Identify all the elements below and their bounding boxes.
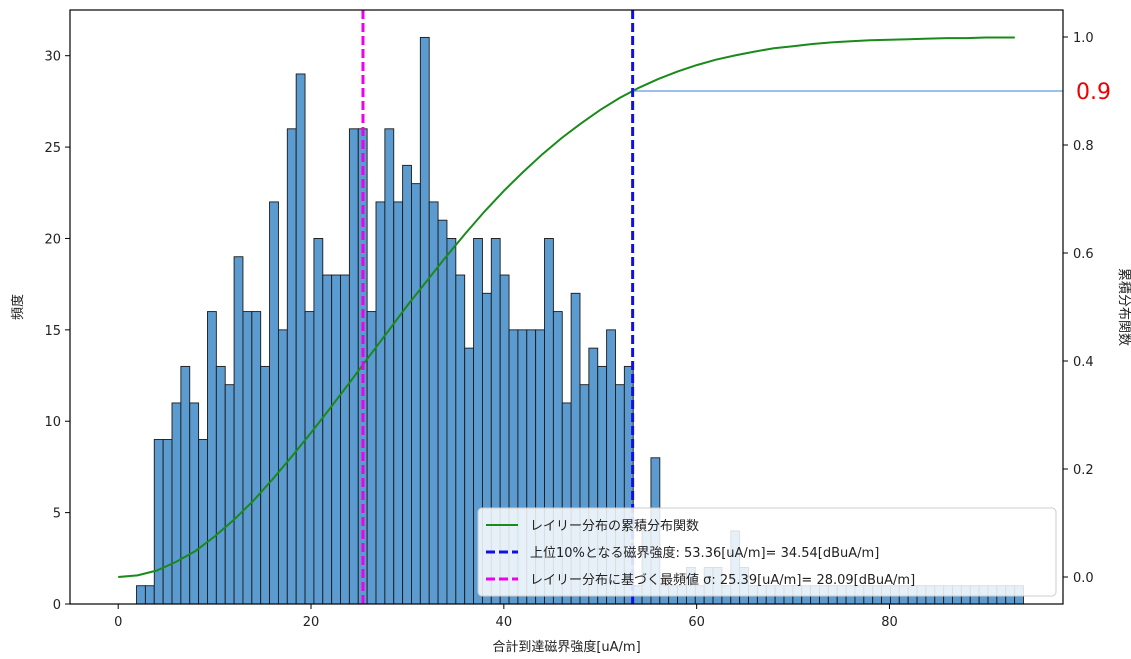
histogram-bar — [189, 402, 200, 605]
x-tick-label: 40 — [496, 615, 513, 630]
x-tick-label: 80 — [881, 615, 898, 630]
histogram-bar — [455, 274, 466, 605]
x-tick-label: 20 — [303, 615, 320, 630]
annotations: 0.9 — [1076, 80, 1111, 105]
y-tick-label: 15 — [44, 324, 61, 339]
histogram-bar — [251, 311, 262, 605]
y-tick-label: 10 — [44, 415, 61, 430]
legend-label: 上位10%となる磁界強度: 53.36[uA/m]= 34.54[dBuA/m] — [530, 545, 879, 561]
y-tick-label: 0 — [53, 598, 61, 613]
y2-tick-label: 0.0 — [1073, 571, 1094, 586]
legend-label: レイリー分布に基づく最頻値 σ: 25.39[uA/m]= 28.09[dBuA… — [530, 572, 915, 588]
x-tick-label: 0 — [114, 615, 122, 630]
y2-axis-ticks: 0.0 0.2 0.4 0.6 0.8 1.0 — [1063, 31, 1094, 586]
y2-tick-label: 0.2 — [1073, 463, 1094, 478]
histogram-bar — [144, 585, 155, 605]
legend-label: レイリー分布の累積分布関数 — [530, 519, 699, 534]
y-tick-label: 5 — [53, 507, 61, 522]
histogram-bar — [224, 384, 235, 605]
x-axis-label: 合計到達磁界強度[uA/m] — [492, 639, 640, 655]
histogram-bar — [348, 128, 359, 605]
histogram-bar — [375, 201, 386, 605]
histogram-bar — [393, 201, 404, 605]
histogram-bar — [180, 365, 191, 605]
y-tick-label: 30 — [44, 50, 61, 65]
x-axis-ticks: 0 20 40 60 80 — [114, 604, 898, 630]
histogram-bar — [313, 238, 324, 605]
histogram-bar — [446, 238, 457, 605]
histogram-bar — [437, 219, 448, 605]
histogram-bar — [162, 439, 173, 605]
histogram-bar — [286, 128, 297, 605]
histogram-bar — [428, 201, 439, 605]
histogram-bar — [464, 347, 475, 605]
histogram-bar — [419, 36, 430, 605]
histogram-bar — [384, 128, 395, 605]
y-axis-ticks: 0 5 10 15 20 25 30 — [44, 50, 70, 613]
histogram-bar — [322, 274, 333, 605]
histogram-bar — [304, 311, 315, 605]
y2-tick-label: 0.4 — [1073, 355, 1094, 370]
histogram-bar — [402, 164, 412, 605]
plot-frame — [69, 9, 1064, 605]
threshold-label: 0.9 — [1076, 80, 1111, 105]
y-tick-label: 25 — [44, 141, 61, 156]
histogram-bar — [340, 274, 350, 605]
overlay-lines — [118, 10, 1063, 604]
y-axis-label: 頻度 — [10, 294, 26, 320]
histogram-bar — [198, 439, 208, 605]
histogram-bar — [153, 439, 164, 605]
histogram-bar — [136, 585, 146, 605]
y2-axis-label: 累積分布関数 — [1116, 268, 1131, 346]
histogram-bar — [269, 201, 279, 605]
histogram-bar — [366, 311, 377, 605]
histogram-bar — [171, 402, 182, 605]
y2-tick-label: 0.6 — [1073, 247, 1094, 262]
y2-tick-label: 0.8 — [1073, 139, 1094, 154]
histogram-bar — [215, 365, 226, 605]
cdf-line — [118, 36, 1015, 578]
histogram-bar — [207, 311, 217, 605]
legend-box — [477, 507, 1057, 597]
x-tick-label: 60 — [688, 615, 705, 630]
histogram-bar — [242, 311, 253, 605]
y-tick-label: 20 — [44, 232, 61, 247]
histogram-bar — [411, 183, 421, 605]
histogram-bar — [233, 256, 244, 605]
histogram-bar — [295, 73, 306, 605]
y2-tick-label: 1.0 — [1073, 31, 1094, 46]
histogram-bar — [331, 274, 341, 605]
